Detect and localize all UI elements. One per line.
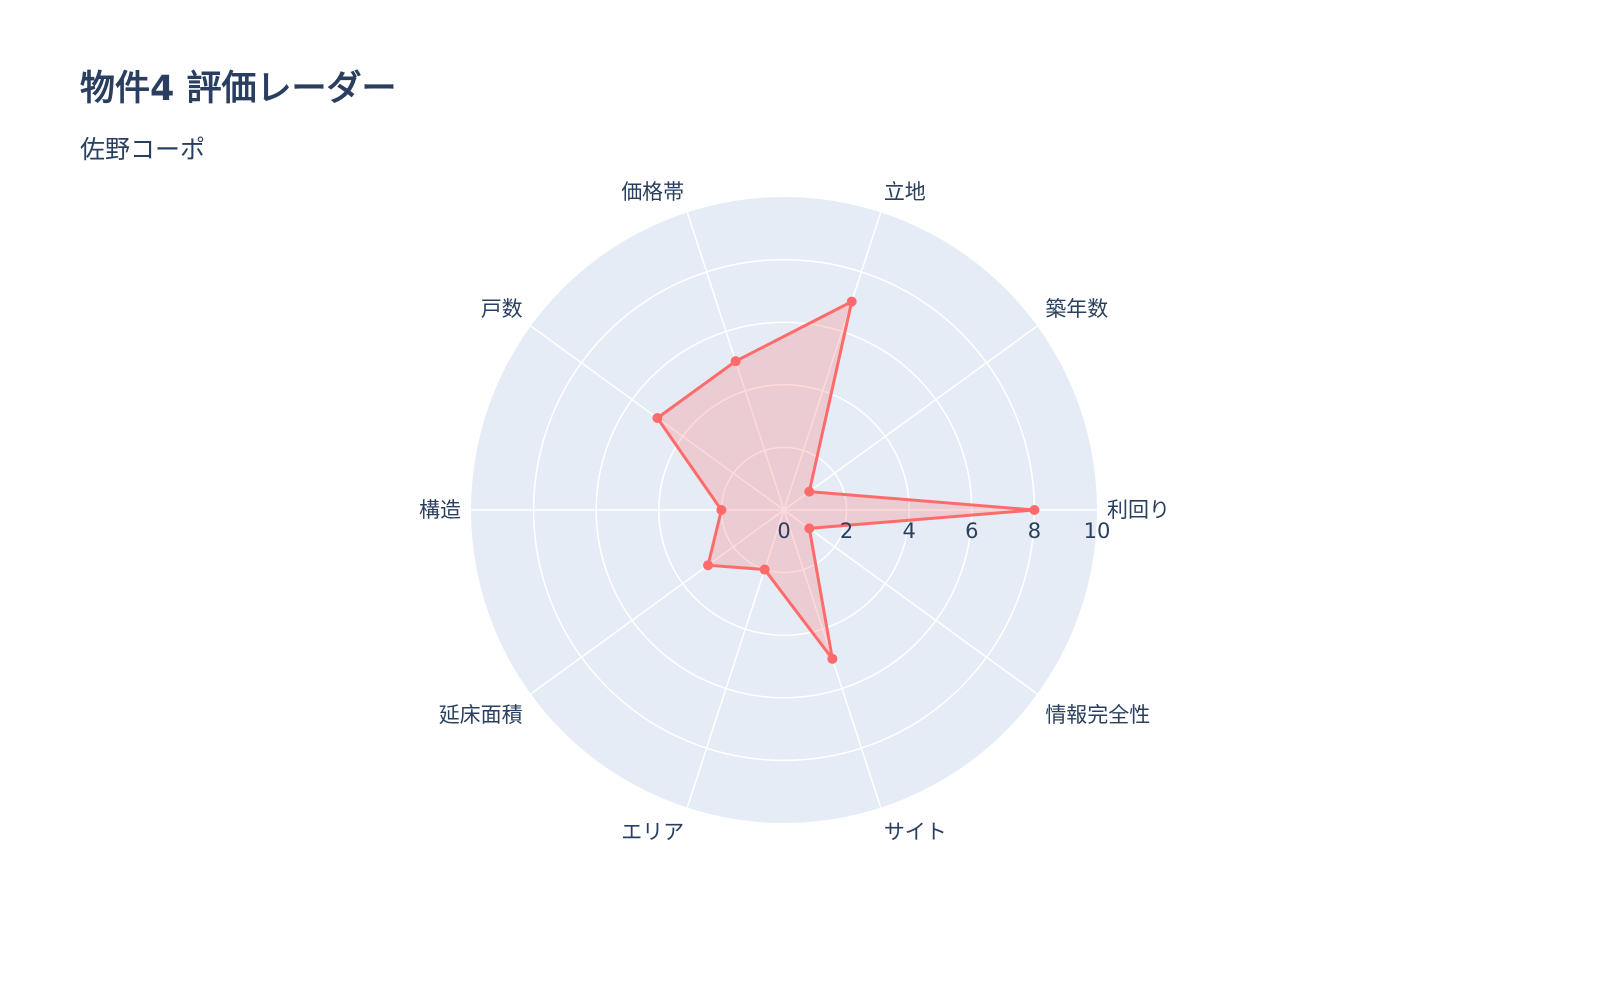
radial-tick-label: 6 bbox=[965, 519, 978, 543]
chart-title: 物件4 評価レーダー bbox=[80, 69, 397, 109]
category-label: 利回り bbox=[1107, 498, 1170, 522]
category-label: 延床面積 bbox=[439, 703, 523, 727]
category-label: 情報完全性 bbox=[1045, 703, 1150, 727]
category-label: 築年数 bbox=[1045, 297, 1108, 321]
category-label: 戸数 bbox=[481, 297, 523, 321]
data-point bbox=[716, 505, 727, 515]
data-point bbox=[730, 356, 741, 367]
data-point bbox=[846, 296, 857, 307]
data-point bbox=[804, 486, 815, 497]
radial-tick-label: 2 bbox=[840, 519, 853, 543]
radial-tick-label: 4 bbox=[903, 519, 916, 543]
radial-tick-label: 0 bbox=[777, 519, 790, 543]
data-point bbox=[759, 564, 770, 575]
data-point bbox=[827, 653, 838, 664]
angular-gridline bbox=[783, 212, 882, 511]
angular-gridline bbox=[686, 509, 785, 808]
chart-subtitle: 佐野コーポ bbox=[80, 135, 206, 164]
data-point bbox=[1029, 505, 1040, 515]
data-point bbox=[804, 523, 815, 534]
category-label: 構造 bbox=[419, 498, 461, 522]
category-label: サイト bbox=[884, 820, 947, 844]
category-label: エリア bbox=[621, 820, 684, 844]
angular-gridline bbox=[783, 509, 1038, 695]
radial-tick-label: 8 bbox=[1028, 519, 1041, 543]
data-point bbox=[652, 413, 663, 424]
data-point bbox=[703, 560, 714, 571]
angular-gridline bbox=[783, 325, 1038, 511]
category-label: 立地 bbox=[884, 180, 926, 204]
angular-gridline bbox=[530, 509, 785, 695]
radial-tick-label: 10 bbox=[1084, 519, 1111, 543]
category-label: 価格帯 bbox=[621, 180, 684, 204]
